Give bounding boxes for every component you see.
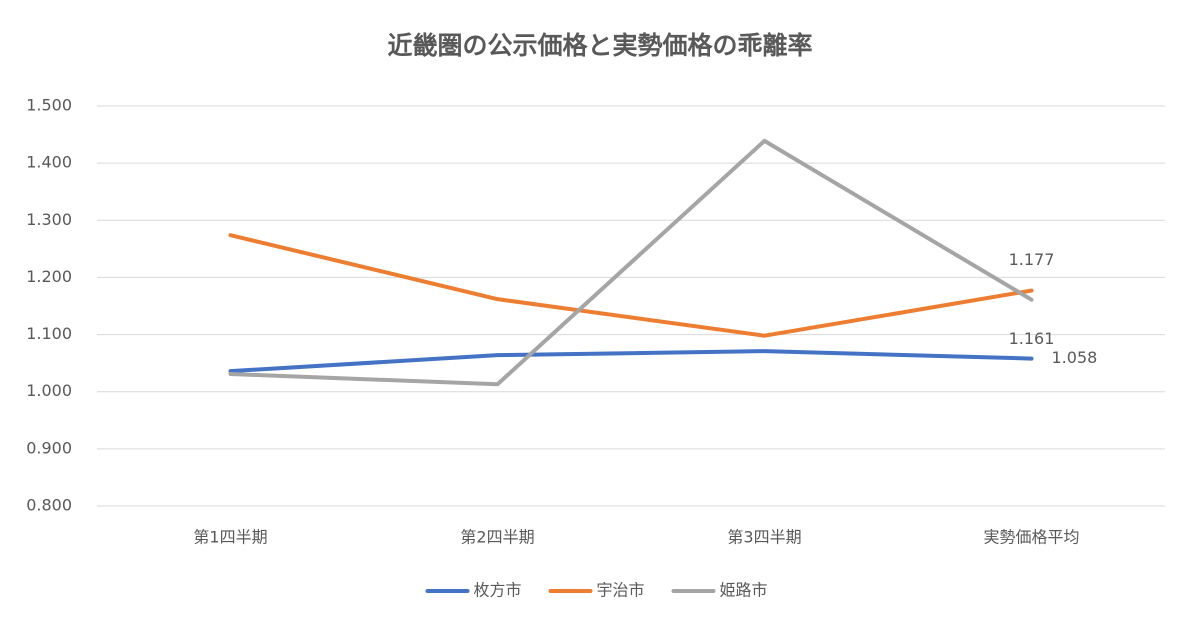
y-tick-label: 1.200 — [26, 267, 72, 286]
legend-label: 枚方市 — [474, 581, 522, 600]
series-line — [228, 233, 1034, 338]
series-line — [228, 349, 1034, 374]
x-tick-label: 第1四半期 — [193, 528, 267, 547]
data-label: 1.161 — [1009, 329, 1055, 348]
data-label: 1.058 — [1052, 348, 1098, 367]
x-tick-label: 第2四半期 — [460, 528, 534, 547]
y-tick-label: 0.800 — [26, 496, 72, 515]
y-tick-label: 1.100 — [26, 324, 72, 343]
legend-label: 姫路市 — [720, 581, 768, 600]
y-tick-label: 1.000 — [26, 381, 72, 400]
y-tick-label: 1.400 — [26, 153, 72, 172]
y-tick-label: 1.300 — [26, 210, 72, 229]
legend-label: 宇治市 — [597, 581, 645, 600]
series-line — [228, 138, 1034, 387]
x-tick-label: 第3四半期 — [727, 528, 801, 547]
x-tick-label: 実勢価格平均 — [983, 528, 1079, 547]
y-tick-label: 1.500 — [26, 96, 72, 115]
y-tick-label: 0.900 — [26, 438, 72, 457]
data-label: 1.177 — [1009, 250, 1055, 269]
chart-title: 近畿圏の公示価格と実勢価格の乖離率 — [387, 31, 812, 60]
